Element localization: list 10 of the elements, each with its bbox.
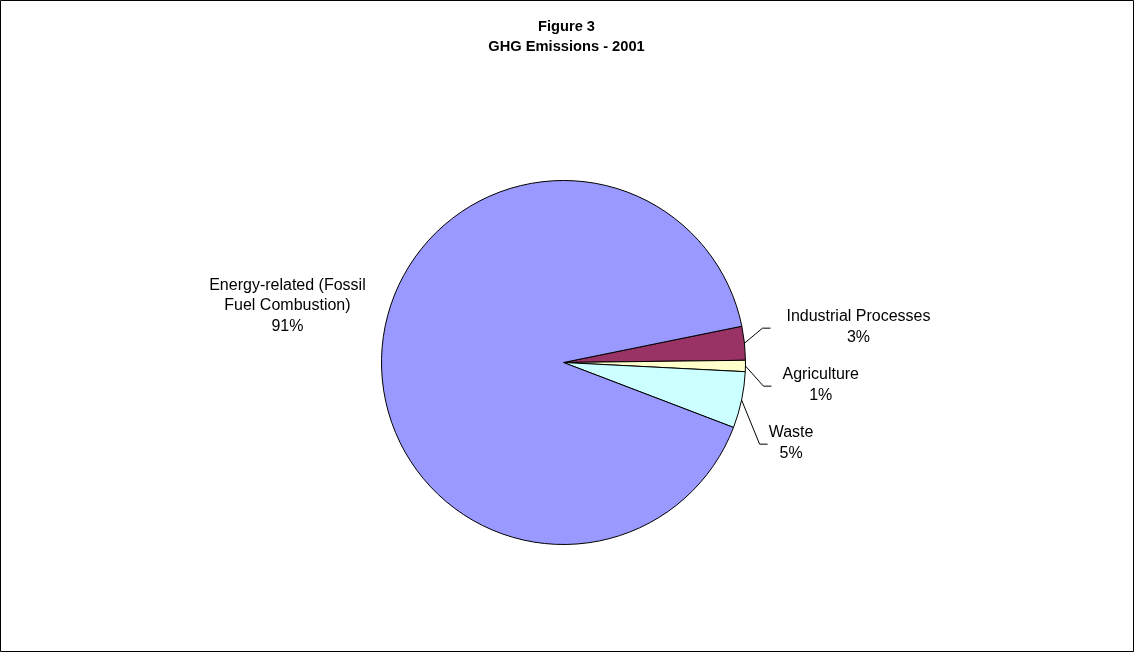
slice-label: Energy-related (Fossil Fuel Combustion) xyxy=(209,275,366,314)
data-label: 91% xyxy=(271,316,304,334)
data-label: 5% xyxy=(779,443,803,461)
slice-label: Industrial Processes xyxy=(786,307,931,325)
chart-title: Figure 3 xyxy=(538,17,596,34)
data-label: 3% xyxy=(846,327,871,345)
data-label: 1% xyxy=(809,385,833,403)
chart-subtitle: GHG Emissions - 2001 xyxy=(488,37,645,54)
slice-label: Agriculture xyxy=(782,365,860,383)
slice-label: Waste xyxy=(768,423,814,441)
